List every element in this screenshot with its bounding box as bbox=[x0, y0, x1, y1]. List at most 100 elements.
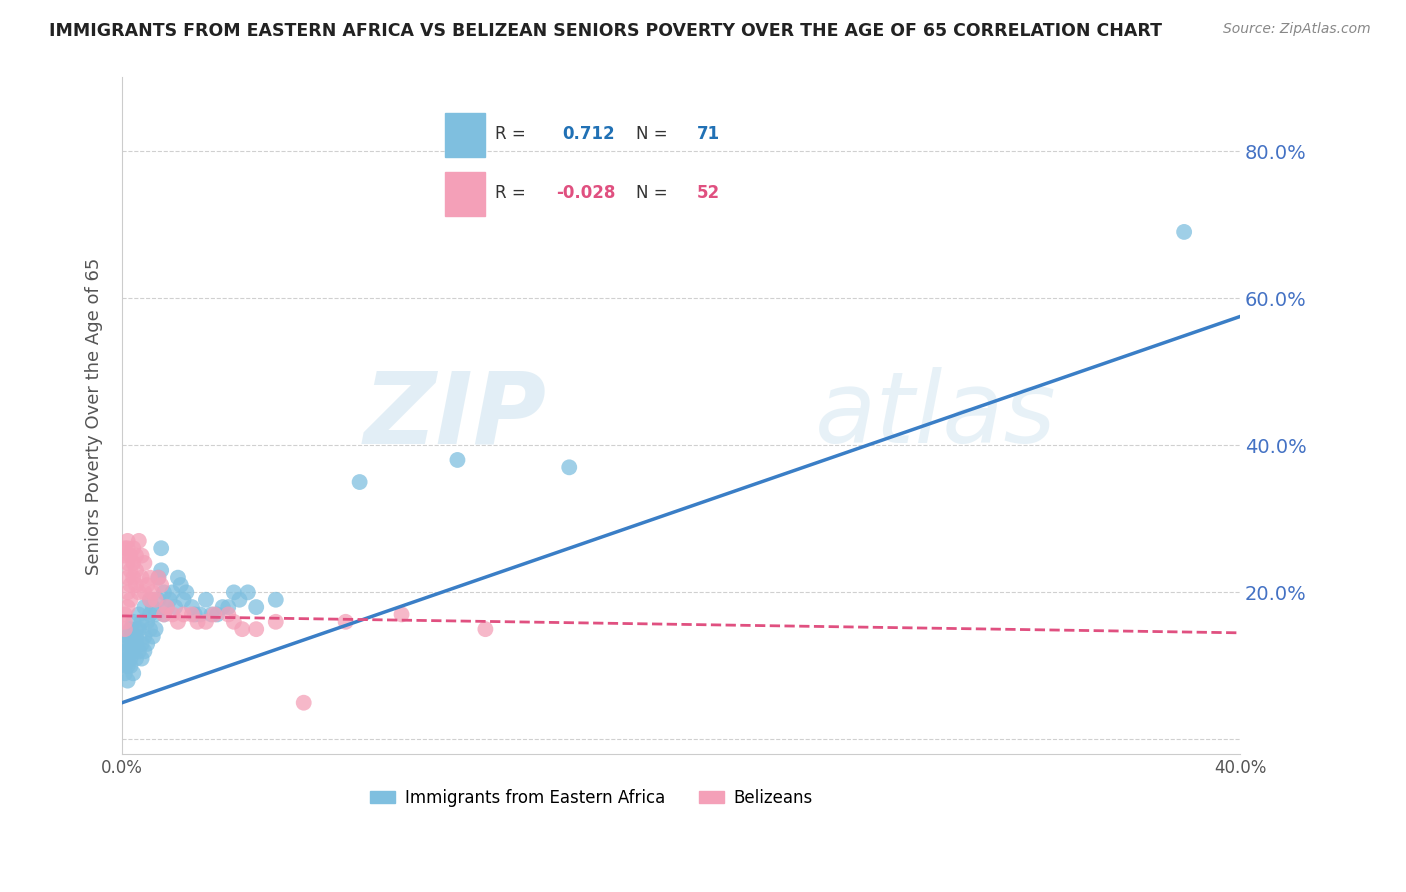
Point bbox=[231, 622, 253, 636]
Point bbox=[125, 630, 148, 644]
Point bbox=[139, 571, 162, 585]
Point bbox=[117, 651, 139, 665]
Point bbox=[142, 600, 165, 615]
Point bbox=[139, 622, 162, 636]
Y-axis label: Seniors Poverty Over the Age of 65: Seniors Poverty Over the Age of 65 bbox=[86, 257, 103, 574]
Point bbox=[117, 600, 139, 615]
Point bbox=[139, 592, 162, 607]
Point bbox=[122, 541, 145, 556]
Point bbox=[117, 585, 139, 599]
Point bbox=[142, 585, 165, 599]
Point bbox=[122, 571, 145, 585]
Point bbox=[139, 607, 162, 622]
Point bbox=[122, 637, 145, 651]
Point bbox=[114, 622, 136, 636]
Point bbox=[222, 585, 245, 599]
Point bbox=[122, 644, 145, 658]
Point bbox=[131, 637, 153, 651]
Point bbox=[292, 696, 315, 710]
Text: atlas: atlas bbox=[815, 368, 1057, 465]
Point bbox=[128, 622, 150, 636]
Point bbox=[153, 585, 176, 599]
Point bbox=[183, 607, 205, 622]
Point bbox=[120, 630, 142, 644]
Point bbox=[1173, 225, 1195, 239]
Point bbox=[194, 592, 217, 607]
Point bbox=[165, 600, 187, 615]
Point bbox=[148, 571, 170, 585]
Text: IMMIGRANTS FROM EASTERN AFRICA VS BELIZEAN SENIORS POVERTY OVER THE AGE OF 65 CO: IMMIGRANTS FROM EASTERN AFRICA VS BELIZE… bbox=[49, 22, 1163, 40]
Point bbox=[245, 600, 267, 615]
Point bbox=[150, 541, 173, 556]
Point bbox=[114, 666, 136, 681]
Point bbox=[217, 600, 239, 615]
Point bbox=[131, 571, 153, 585]
Point bbox=[156, 600, 179, 615]
Point bbox=[120, 592, 142, 607]
Point bbox=[200, 607, 222, 622]
Point bbox=[125, 549, 148, 563]
Point bbox=[181, 600, 204, 615]
Point bbox=[145, 622, 167, 636]
Point bbox=[162, 585, 184, 599]
Point bbox=[148, 571, 170, 585]
Point bbox=[136, 615, 159, 629]
Text: Source: ZipAtlas.com: Source: ZipAtlas.com bbox=[1223, 22, 1371, 37]
Point bbox=[162, 607, 184, 622]
Point bbox=[349, 475, 371, 489]
Point bbox=[122, 615, 145, 629]
Point bbox=[474, 622, 496, 636]
Point bbox=[148, 592, 170, 607]
Point bbox=[217, 607, 239, 622]
Legend: Immigrants from Eastern Africa, Belizeans: Immigrants from Eastern Africa, Belizean… bbox=[364, 782, 820, 814]
Point bbox=[222, 615, 245, 629]
Point bbox=[131, 615, 153, 629]
Point bbox=[128, 533, 150, 548]
Point bbox=[558, 460, 581, 475]
Point bbox=[128, 607, 150, 622]
Point bbox=[173, 592, 195, 607]
Point bbox=[125, 563, 148, 577]
Point bbox=[159, 592, 181, 607]
Point bbox=[117, 533, 139, 548]
Point bbox=[170, 578, 193, 592]
Point bbox=[114, 644, 136, 658]
Point bbox=[114, 549, 136, 563]
Point bbox=[114, 615, 136, 629]
Point bbox=[136, 578, 159, 592]
Point bbox=[142, 630, 165, 644]
Point bbox=[181, 607, 204, 622]
Point bbox=[120, 549, 142, 563]
Point bbox=[150, 563, 173, 577]
Point bbox=[194, 615, 217, 629]
Text: ZIP: ZIP bbox=[364, 368, 547, 465]
Point bbox=[117, 630, 139, 644]
Point bbox=[153, 607, 176, 622]
Point bbox=[176, 585, 198, 599]
Point bbox=[120, 563, 142, 577]
Point bbox=[173, 607, 195, 622]
Point bbox=[117, 673, 139, 688]
Point bbox=[125, 622, 148, 636]
Point bbox=[202, 607, 225, 622]
Point bbox=[117, 571, 139, 585]
Point bbox=[205, 607, 228, 622]
Point bbox=[120, 622, 142, 636]
Point bbox=[120, 659, 142, 673]
Point bbox=[134, 644, 156, 658]
Point bbox=[145, 607, 167, 622]
Point bbox=[125, 637, 148, 651]
Point bbox=[145, 592, 167, 607]
Point bbox=[128, 644, 150, 658]
Point bbox=[134, 630, 156, 644]
Point bbox=[117, 556, 139, 570]
Point bbox=[114, 637, 136, 651]
Point bbox=[122, 556, 145, 570]
Point bbox=[188, 607, 211, 622]
Point bbox=[134, 585, 156, 599]
Point bbox=[114, 659, 136, 673]
Point bbox=[114, 541, 136, 556]
Point bbox=[134, 600, 156, 615]
Point bbox=[125, 578, 148, 592]
Point bbox=[114, 607, 136, 622]
